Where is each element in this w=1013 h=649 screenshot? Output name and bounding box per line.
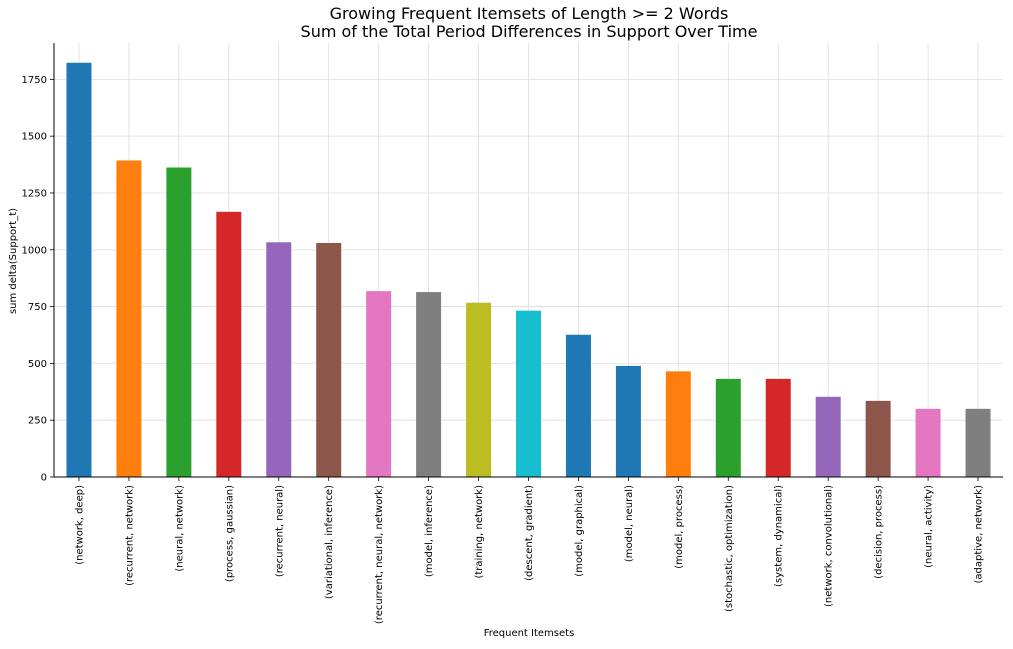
- bar: [715, 378, 741, 477]
- bar: [665, 371, 691, 477]
- bar: [116, 160, 142, 477]
- chart-title-line-2: Sum of the Total Period Differences in S…: [301, 22, 758, 41]
- x-tick-label: (stochastic, optimization): [724, 485, 735, 612]
- bar: [366, 291, 392, 477]
- x-tick-label: (neural, network): [174, 485, 185, 572]
- bar: [66, 62, 92, 477]
- chart-title: Growing Frequent Itemsets of Length >= 2…: [301, 4, 758, 41]
- x-tick-label: (network, convolutional): [824, 485, 835, 607]
- bar: [516, 310, 541, 477]
- x-axis-ticks: (network, deep) (recurrent, network) (neur…: [74, 477, 985, 624]
- chart-title-line-1: Growing Frequent Itemsets of Length >= 2…: [330, 4, 729, 23]
- bar: [266, 242, 292, 477]
- bar: [565, 334, 591, 477]
- x-tick-label: (model, graphical): [574, 485, 585, 577]
- x-tick-label: (adaptive, network): [974, 485, 985, 584]
- bar: [915, 408, 941, 477]
- y-tick-label: 1000: [22, 245, 47, 256]
- y-tick-label: 1250: [22, 188, 47, 199]
- y-tick-label: 750: [28, 302, 47, 313]
- bar: [316, 242, 342, 477]
- x-tick-label: (network, deep): [74, 485, 85, 565]
- y-tick-label: 1500: [22, 132, 47, 143]
- x-tick-label: (descent, gradient): [524, 485, 535, 581]
- x-tick-label: (model, inference): [424, 485, 435, 577]
- x-axis-label: Frequent Itemsets: [484, 628, 575, 639]
- y-tick-label: 1750: [22, 75, 47, 86]
- x-tick-label: (model, process): [674, 485, 685, 569]
- x-tick-label: (system, dynamical): [774, 485, 785, 587]
- x-tick-label: (neural, activity): [924, 485, 935, 568]
- x-tick-label: (recurrent, neural): [274, 485, 285, 577]
- bar: [466, 302, 492, 477]
- bars: [66, 62, 991, 477]
- x-tick-label: (process, gaussian): [224, 485, 235, 582]
- y-tick-label: 250: [28, 416, 47, 427]
- x-tick-label: (recurrent, network): [124, 485, 135, 586]
- bar: [166, 167, 192, 477]
- x-tick-label: (training, network): [474, 485, 485, 579]
- x-tick-label: (model, neural): [624, 485, 635, 562]
- x-tick-label: (variational, inference): [324, 485, 335, 599]
- bar: [416, 292, 442, 477]
- bar: [615, 365, 641, 477]
- y-axis-ticks: 0 250 500 750 1000 1250 1500 1750: [22, 75, 54, 484]
- bar: [865, 400, 891, 477]
- bar: [216, 211, 242, 477]
- x-tick-label: (recurrent, neural, network): [374, 485, 385, 624]
- y-tick-label: 500: [28, 359, 47, 370]
- y-tick-label: 0: [41, 473, 47, 484]
- bar: [815, 396, 841, 477]
- x-tick-label: (decision, process): [874, 485, 885, 579]
- bar: [765, 378, 791, 477]
- y-axis-label: sum delta(Support_t): [8, 208, 19, 314]
- bar: [965, 408, 991, 477]
